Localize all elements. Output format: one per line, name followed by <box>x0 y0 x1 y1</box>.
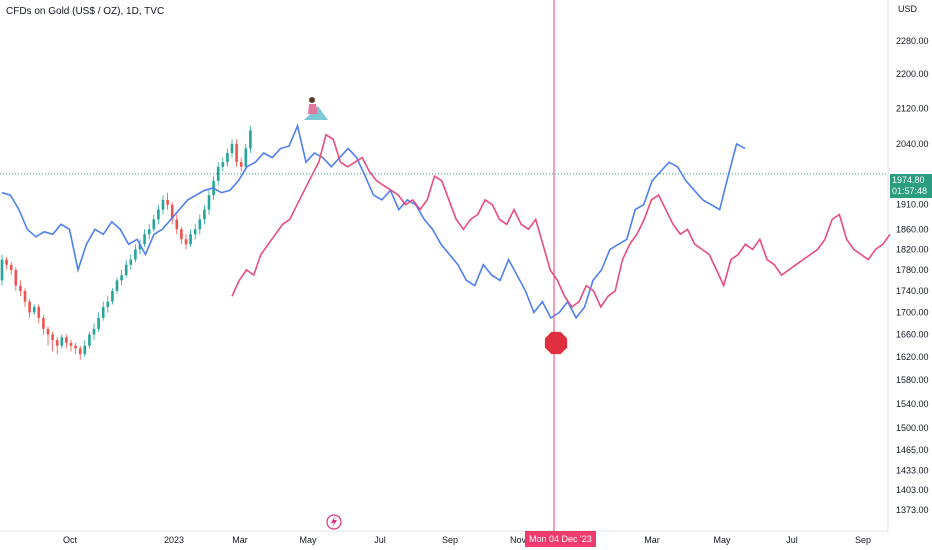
candle-body <box>138 244 142 250</box>
candle-body <box>46 328 50 335</box>
candle-body <box>129 259 133 265</box>
candle-body <box>239 162 243 167</box>
candle-body <box>157 209 160 220</box>
candle-body <box>28 301 31 313</box>
candle-body <box>5 259 8 265</box>
lightning-bolt-icon <box>331 516 337 528</box>
candle-body <box>19 285 22 291</box>
chart-title: CFDs on Gold (US$ / OZ), 1D, TVC <box>6 6 165 17</box>
candle-body <box>166 199 169 205</box>
y-tick-label: 1403.00 <box>896 485 929 495</box>
candle-body <box>51 334 54 341</box>
candle-body <box>111 290 114 302</box>
candle-body <box>60 337 64 346</box>
candle-body <box>55 340 59 346</box>
candle-body <box>249 130 252 149</box>
candle-body <box>216 166 220 181</box>
x-tick-label: Oct <box>63 535 78 545</box>
candle-body <box>97 317 100 329</box>
candle-body <box>244 148 248 167</box>
y-tick-label: 2040.00 <box>896 139 929 149</box>
candle-body <box>78 348 82 355</box>
candle-body <box>74 345 77 349</box>
crosshair-date-label: Mon 04 Dec '23 <box>525 531 596 547</box>
candle-body <box>152 219 156 230</box>
candle-body <box>120 275 123 281</box>
candle-body <box>193 229 197 235</box>
y-tick-label: 2280.00 <box>896 36 929 46</box>
y-tick-label: 1500.00 <box>896 423 929 433</box>
candle-body <box>147 229 151 235</box>
candle-body <box>235 143 238 163</box>
x-tick-label: Mar <box>644 535 660 545</box>
x-tick-label: 2023 <box>164 535 184 545</box>
candle-body <box>203 209 206 220</box>
candle-body <box>115 280 119 291</box>
last-price-tag: 1974.80 01:57:48 <box>890 174 932 198</box>
x-tick-label: Mar <box>232 535 248 545</box>
y-tick-label: 1373.00 <box>896 505 929 515</box>
candle-body <box>175 219 179 230</box>
candle-body <box>207 195 211 210</box>
candle-body <box>88 334 91 346</box>
candle-body <box>124 264 128 276</box>
candle-body <box>23 290 27 302</box>
candle-body <box>101 307 105 318</box>
candle-body <box>14 269 18 286</box>
candle-body <box>42 317 45 329</box>
y-tick-label: 1540.00 <box>896 399 929 409</box>
candle-body <box>226 152 229 163</box>
y-tick-label: 1910.00 <box>896 200 929 210</box>
candle-body <box>106 301 110 308</box>
y-tick-label: 1433.00 <box>896 465 929 475</box>
candle-body <box>170 204 174 220</box>
candle-body <box>134 249 137 260</box>
candle-body <box>0 259 4 281</box>
stop-sign-icon <box>544 331 568 355</box>
y-tick-label: 1700.00 <box>896 307 929 317</box>
candle-body <box>184 239 188 245</box>
y-tick-label: 1660.00 <box>896 329 929 339</box>
y-tick-label: 1740.00 <box>896 286 929 296</box>
candle-body <box>143 234 146 245</box>
candle-body <box>180 229 183 240</box>
candle-body <box>69 342 73 346</box>
y-tick-label: 1820.00 <box>896 244 929 254</box>
y-tick-label: 1860.00 <box>896 224 929 234</box>
x-tick-label: Sep <box>442 535 458 545</box>
y-tick-label: 1580.00 <box>896 375 929 385</box>
last-price-value: 1974.80 <box>892 175 925 185</box>
surfer-head-icon <box>309 97 315 103</box>
currency-label: USD <box>898 4 918 14</box>
x-tick-label: Jul <box>374 535 386 545</box>
y-tick-label: 2200.00 <box>896 69 929 79</box>
bar-countdown: 01:57:48 <box>892 186 928 196</box>
lightning-icon <box>326 514 342 530</box>
x-tick-label: Jul <box>786 535 798 545</box>
candle-body <box>198 219 202 230</box>
candle-body <box>9 264 13 270</box>
x-tick-label: May <box>713 535 731 545</box>
series-pink-line <box>231 133 891 309</box>
candle-body <box>83 345 87 355</box>
y-tick-label: 2120.00 <box>896 103 929 113</box>
candle-body <box>161 199 165 210</box>
candle-body <box>92 328 96 335</box>
x-tick-label: Nov <box>510 535 527 545</box>
y-tick-label: 1465.00 <box>896 445 929 455</box>
candle-body <box>32 307 36 313</box>
series-blue-line <box>1 123 746 320</box>
candle-body <box>221 162 225 167</box>
candle-body <box>65 337 68 343</box>
candle-body <box>230 143 234 153</box>
y-tick-label: 1780.00 <box>896 265 929 275</box>
y-tick-label: 1620.00 <box>896 352 929 362</box>
x-tick-label: Sep <box>855 535 871 545</box>
candle-body <box>189 234 192 245</box>
candle-body <box>37 307 41 318</box>
x-tick-label: May <box>299 535 317 545</box>
surfer-body-icon <box>308 104 318 114</box>
